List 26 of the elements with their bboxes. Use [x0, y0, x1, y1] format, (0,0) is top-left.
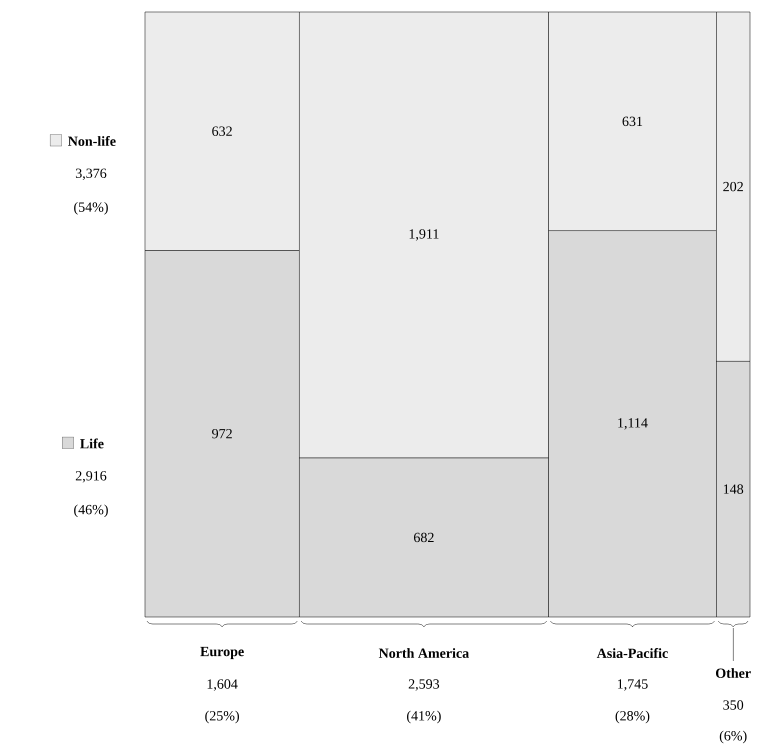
data-label: 202: [723, 182, 743, 192]
text: (25%): [205, 710, 239, 724]
data-label: 148: [724, 484, 744, 494]
text: 2,916: [76, 471, 106, 483]
category-label: Other: [716, 668, 751, 678]
data-label: 632: [212, 126, 232, 136]
text: 1,604: [208, 679, 238, 691]
text: 2,593: [408, 679, 440, 691]
data-label: 631: [622, 116, 642, 126]
legend-label: Non-life: [68, 136, 116, 146]
text: 3,376: [76, 168, 106, 180]
data-label: 972: [212, 428, 232, 438]
text: (46%): [74, 504, 108, 518]
category-label: Asia-Pacific: [596, 648, 668, 658]
text: 1,745: [618, 679, 648, 691]
category-label: Europe: [200, 646, 244, 660]
text: 350: [723, 700, 744, 710]
data-label: 1,114: [618, 418, 648, 430]
text: (6%): [720, 730, 747, 744]
text: (54%): [74, 202, 108, 215]
text: (41%): [407, 710, 441, 724]
legend-label: Life: [80, 438, 104, 448]
category-label: North America: [378, 648, 469, 658]
data-label: 682: [414, 532, 434, 542]
data-label: 1,911: [410, 229, 439, 241]
text: (28%): [616, 710, 650, 724]
